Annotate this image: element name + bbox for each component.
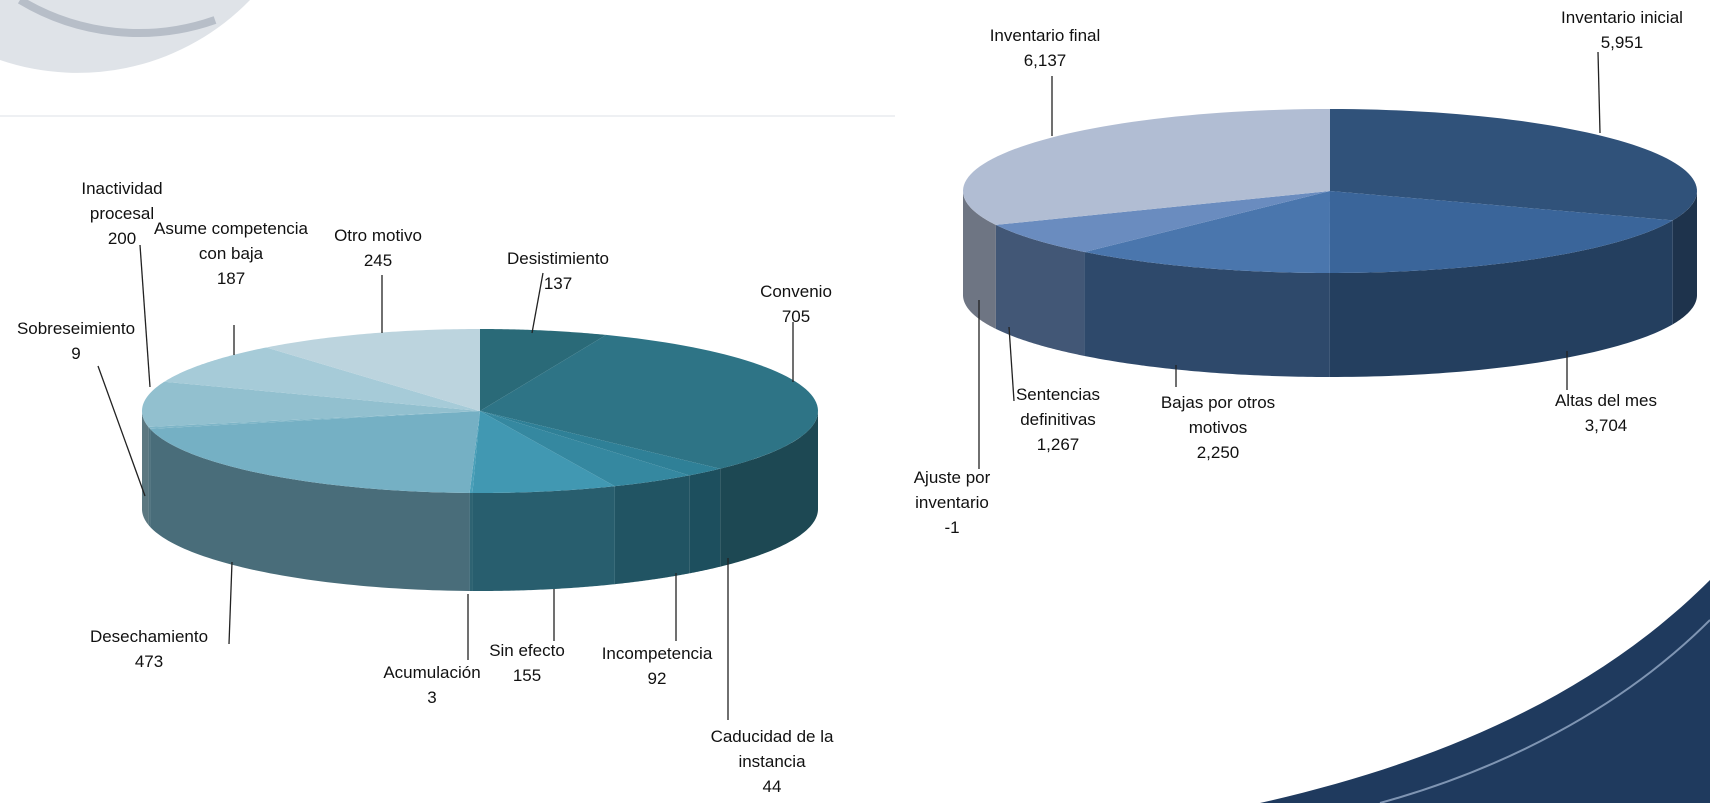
category-name: Desechamiento (89, 627, 209, 646)
pie-slice (142, 381, 480, 427)
data-label: Caducidad de la instancia 44 (687, 724, 857, 799)
value-label: 44 (762, 777, 782, 796)
data-label: Inactividad procesal 200 (62, 176, 182, 251)
data-label: Sin efecto 155 (472, 638, 582, 688)
pie-slice-side (142, 411, 149, 525)
category-name: Asume competencia con baja (153, 219, 309, 263)
pie-slice (995, 191, 1330, 252)
category-name: Altas del mes (1554, 391, 1658, 410)
pie-slice-side (150, 428, 470, 591)
pie-slice (164, 347, 480, 411)
data-label: Desechamiento 473 (64, 624, 234, 674)
pie-slice-side (1329, 220, 1673, 377)
pie-slice-side (1672, 191, 1697, 325)
category-name: Ajuste por inventario (913, 468, 991, 512)
value-label: 200 (107, 229, 137, 248)
value-label: 3 (427, 688, 437, 707)
value-label: 5,951 (1600, 33, 1644, 52)
category-name: Inactividad procesal (81, 179, 163, 223)
logo-ring (17, 0, 217, 37)
data-label: Sobreseimiento 9 (0, 316, 156, 366)
data-label: Desistimiento 137 (478, 246, 638, 296)
data-label: Ajuste por inventario -1 (897, 465, 1007, 540)
pie-slice-side (469, 492, 473, 591)
category-name: Incompetencia (601, 644, 713, 663)
pie-slice-side (148, 426, 151, 527)
category-name: Bajas por otros motivos (1160, 393, 1276, 437)
pie-slice-side (995, 224, 1085, 356)
category-name: Inventario final (989, 26, 1101, 45)
leader-line (228, 561, 233, 645)
pie-slice (472, 411, 615, 493)
value-label: 6,137 (1023, 51, 1067, 70)
pie-slice (148, 411, 480, 429)
value-label: 9 (71, 344, 81, 363)
category-name: Acumulación (383, 663, 481, 682)
pie-slice (469, 411, 480, 493)
leader-line (531, 272, 544, 334)
pie-slice (1084, 191, 1330, 273)
data-label: Acumulación 3 (367, 660, 497, 710)
data-label: Otro motivo 245 (313, 223, 443, 273)
category-name: Sentencias definitivas (1015, 385, 1101, 429)
category-name: Sobreseimiento (16, 319, 136, 338)
data-label: Convenio 705 (736, 279, 856, 329)
value-label: 245 (363, 251, 393, 270)
value-label: 137 (543, 274, 573, 293)
leader-line (139, 244, 151, 388)
data-label: Inventario final 6,137 (975, 23, 1115, 73)
data-label: Bajas por otros motivos 2,250 (1148, 390, 1288, 465)
category-name: Desistimiento (506, 249, 610, 268)
leader-line (1597, 51, 1601, 134)
leader-line (1008, 326, 1015, 402)
pie-slice (963, 109, 1330, 225)
data-label: Asume competencia con baja 187 (151, 216, 311, 291)
decor-swoosh (1260, 580, 1710, 803)
value-label: 473 (134, 652, 164, 671)
leader-line (97, 365, 146, 497)
pie-slice-side (614, 475, 690, 585)
pie-slice (480, 329, 607, 411)
value-label: 1,267 (1036, 435, 1080, 454)
data-label: Altas del mes 3,704 (1536, 388, 1676, 438)
value-label: 92 (647, 669, 667, 688)
pie-slice-side (963, 191, 996, 329)
value-label: 2,250 (1196, 443, 1240, 462)
category-name: Caducidad de la instancia (710, 727, 834, 771)
category-name: Otro motivo (334, 226, 422, 245)
category-name: Convenio (760, 282, 832, 301)
value-label: 705 (781, 307, 811, 326)
pie-slice-side (720, 411, 818, 567)
pie-slice (480, 411, 690, 487)
pie-slice (1329, 191, 1673, 273)
value-label: 155 (512, 666, 542, 685)
pie-slice (150, 411, 480, 493)
pie-slice-side (1084, 251, 1330, 377)
value-label: -1 (944, 518, 960, 537)
pie-slice (1330, 109, 1697, 221)
pie-slice-side (472, 486, 615, 591)
pie-slice (266, 329, 480, 411)
pie-slice (480, 334, 818, 469)
data-label: Sentencias definitivas 1,267 (998, 382, 1118, 457)
value-label: 3,704 (1584, 416, 1628, 435)
value-label: 187 (216, 269, 246, 288)
decor-line (1379, 619, 1710, 803)
data-label: Incompetencia 92 (582, 641, 732, 691)
category-name: Sin efecto (489, 641, 565, 660)
category-name: Inventario inicial (1561, 8, 1683, 27)
pie-slice (480, 411, 721, 476)
pie-slice-side (689, 468, 721, 574)
data-label: Inventario inicial 5,951 (1552, 5, 1692, 55)
